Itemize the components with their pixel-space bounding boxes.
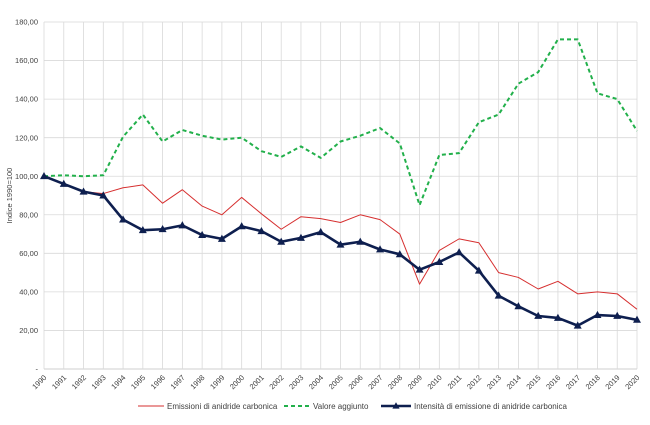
series-point-marker	[633, 315, 641, 323]
x-tick-label: 1997	[169, 373, 187, 391]
series-point-marker	[395, 250, 404, 258]
legend-item: Valore aggiunto	[284, 402, 369, 411]
legend-item: Emissioni di anidride carbonica	[138, 402, 278, 411]
series-line-2	[43, 38, 638, 207]
series-point-marker	[553, 313, 562, 321]
y-tick-label: 140,00	[15, 95, 38, 104]
series-point-marker	[119, 215, 128, 223]
y-axis-title: Indice 1990=100	[5, 168, 14, 224]
x-tick-label: 1995	[129, 373, 147, 391]
x-tick-label: 1998	[188, 373, 206, 391]
series-lines	[40, 38, 641, 329]
series-point-marker	[59, 179, 68, 187]
series-point-marker	[40, 172, 48, 180]
series-point-marker	[593, 310, 602, 318]
legend-item: Intensità di emissione di anidride carbo…	[381, 402, 568, 411]
y-tick-label: 180,00	[15, 18, 38, 27]
x-tick-label: 2003	[287, 373, 305, 391]
series-point-marker	[455, 248, 464, 256]
legend-label: Intensità di emissione di anidride carbo…	[414, 402, 568, 411]
x-tick-label: 2009	[406, 373, 424, 391]
x-tick-label: 2010	[426, 373, 444, 391]
series-point-marker	[376, 245, 385, 253]
series-point-marker	[237, 222, 246, 230]
legend: Emissioni di anidride carbonica Valore ag…	[138, 402, 568, 411]
x-tick-label: 2015	[524, 373, 542, 391]
x-tick-label: 1994	[109, 373, 127, 391]
series-point-marker	[158, 225, 167, 233]
x-tick-label: 2019	[603, 373, 621, 391]
x-tick-label: 2014	[505, 373, 523, 391]
x-tick-label: 2008	[386, 373, 404, 391]
series-point-marker	[198, 230, 207, 238]
x-tick-label: 1991	[50, 373, 68, 391]
series-point-marker	[277, 237, 286, 245]
y-axis: - 20,00 40,00 60,00 80,00 100,00 120,00 140,00 1…	[15, 18, 38, 374]
series-point-marker	[178, 221, 187, 229]
x-tick-label: 2020	[623, 373, 641, 391]
x-tick-label: 1999	[208, 373, 226, 391]
series-point-marker	[534, 311, 543, 319]
legend-marker	[392, 402, 400, 409]
series-point-marker	[336, 240, 345, 248]
x-tick-label: 2005	[327, 373, 345, 391]
series-line-1	[43, 175, 638, 310]
legend-label: Valore aggiunto	[313, 402, 369, 411]
series-point-marker	[356, 237, 365, 245]
x-tick-label: 2016	[544, 373, 562, 391]
x-tick-label: 1990	[30, 373, 48, 391]
y-tick-label: 120,00	[15, 133, 38, 142]
series-point-marker	[296, 233, 305, 241]
y-tick-label: -	[36, 365, 39, 374]
series-point-marker	[573, 321, 582, 329]
series-point-marker	[316, 227, 325, 236]
series-point-marker	[79, 187, 88, 195]
series-point-marker	[494, 291, 503, 299]
series-point-marker	[435, 257, 444, 265]
y-tick-label: 40,00	[19, 287, 38, 296]
y-tick-label: 80,00	[19, 210, 38, 219]
x-tick-label: 2001	[248, 373, 266, 391]
series-point-marker	[99, 191, 108, 199]
x-tick-label: 2017	[564, 373, 582, 391]
x-tick-label: 2002	[267, 373, 285, 391]
x-tick-label: 2013	[485, 373, 503, 391]
series-point-marker	[217, 234, 226, 242]
series-point-marker	[613, 311, 622, 319]
series-point-marker	[257, 226, 266, 235]
x-tick-label: 2004	[307, 373, 325, 391]
series-point-marker	[138, 226, 147, 234]
y-tick-label: 20,00	[19, 326, 38, 335]
x-tick-label: 2006	[347, 373, 365, 391]
x-tick-label: 2018	[584, 373, 602, 391]
y-tick-label: 60,00	[19, 249, 38, 258]
x-tick-label: 2007	[366, 373, 384, 391]
x-axis: 1990 1991 1992 1993 1994 1995 1996 1997 1998 1999…	[30, 373, 641, 391]
series-point-marker	[474, 266, 483, 274]
x-tick-label: 1996	[149, 373, 167, 391]
legend-label: Emissioni di anidride carbonica	[167, 402, 278, 411]
y-tick-label: 100,00	[15, 172, 38, 181]
series-point-marker	[514, 302, 523, 310]
y-tick-label: 160,00	[15, 56, 38, 65]
series-point-marker	[415, 265, 424, 273]
x-tick-label: 2000	[228, 373, 246, 391]
x-tick-label: 1993	[90, 373, 108, 391]
x-tick-label: 2012	[465, 373, 483, 391]
x-tick-label: 1992	[70, 373, 88, 391]
x-tick-label: 2011	[446, 373, 464, 391]
